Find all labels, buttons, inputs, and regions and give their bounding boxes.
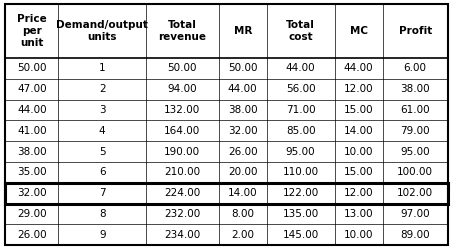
Text: 44.00: 44.00 [286,63,315,73]
Text: 224.00: 224.00 [164,188,200,198]
Text: MC: MC [350,26,368,36]
Text: 135.00: 135.00 [283,209,319,219]
Text: 10.00: 10.00 [344,147,373,157]
Text: 50.00: 50.00 [17,63,47,73]
Text: 32.00: 32.00 [17,188,47,198]
Text: 14.00: 14.00 [344,126,373,136]
Text: 2: 2 [99,84,106,94]
Text: 32.00: 32.00 [228,126,257,136]
Text: 190.00: 190.00 [164,147,200,157]
Text: 122.00: 122.00 [283,188,319,198]
Text: Price
per
unit: Price per unit [17,14,47,48]
Text: 35.00: 35.00 [17,168,47,178]
Text: 79.00: 79.00 [400,126,430,136]
Text: 29.00: 29.00 [17,209,47,219]
Text: 20.00: 20.00 [228,168,257,178]
Text: 110.00: 110.00 [283,168,319,178]
Text: 2.00: 2.00 [231,230,254,240]
Text: 97.00: 97.00 [400,209,430,219]
Text: 50.00: 50.00 [168,63,197,73]
Text: 6: 6 [99,168,106,178]
Text: 26.00: 26.00 [17,230,47,240]
Text: 15.00: 15.00 [344,168,373,178]
Text: Demand/output
units: Demand/output units [56,20,148,42]
Text: 14.00: 14.00 [228,188,257,198]
Text: 12.00: 12.00 [344,84,373,94]
Text: 210.00: 210.00 [164,168,200,178]
Text: 13.00: 13.00 [344,209,373,219]
Text: 9: 9 [99,230,106,240]
Text: 102.00: 102.00 [397,188,433,198]
Text: 44.00: 44.00 [344,63,373,73]
Text: 232.00: 232.00 [164,209,200,219]
Text: 1: 1 [99,63,106,73]
Text: 38.00: 38.00 [228,105,257,115]
Text: 71.00: 71.00 [286,105,315,115]
Text: 41.00: 41.00 [17,126,47,136]
Text: 89.00: 89.00 [400,230,430,240]
Text: 38.00: 38.00 [400,84,430,94]
Text: 61.00: 61.00 [400,105,430,115]
Text: 164.00: 164.00 [164,126,200,136]
Text: 85.00: 85.00 [286,126,315,136]
Text: 12.00: 12.00 [344,188,373,198]
Text: 50.00: 50.00 [228,63,257,73]
Text: 44.00: 44.00 [228,84,257,94]
Text: 94.00: 94.00 [168,84,197,94]
Text: 38.00: 38.00 [17,147,47,157]
Text: 56.00: 56.00 [286,84,315,94]
Text: 44.00: 44.00 [17,105,47,115]
Text: 3: 3 [99,105,106,115]
Text: Total
cost: Total cost [286,20,315,42]
Text: 4: 4 [99,126,106,136]
Text: 234.00: 234.00 [164,230,200,240]
Text: 145.00: 145.00 [283,230,319,240]
Text: 47.00: 47.00 [17,84,47,94]
Text: 5: 5 [99,147,106,157]
Text: 8: 8 [99,209,106,219]
Text: 26.00: 26.00 [228,147,257,157]
Text: 7: 7 [99,188,106,198]
Text: 8.00: 8.00 [231,209,254,219]
Text: Profit: Profit [399,26,432,36]
Text: 95.00: 95.00 [286,147,315,157]
Text: Total
revenue: Total revenue [158,20,206,42]
Text: MR: MR [234,26,252,36]
Text: 15.00: 15.00 [344,105,373,115]
Text: 132.00: 132.00 [164,105,200,115]
Text: 100.00: 100.00 [397,168,433,178]
Text: 6.00: 6.00 [404,63,427,73]
Text: 95.00: 95.00 [400,147,430,157]
Text: 10.00: 10.00 [344,230,373,240]
